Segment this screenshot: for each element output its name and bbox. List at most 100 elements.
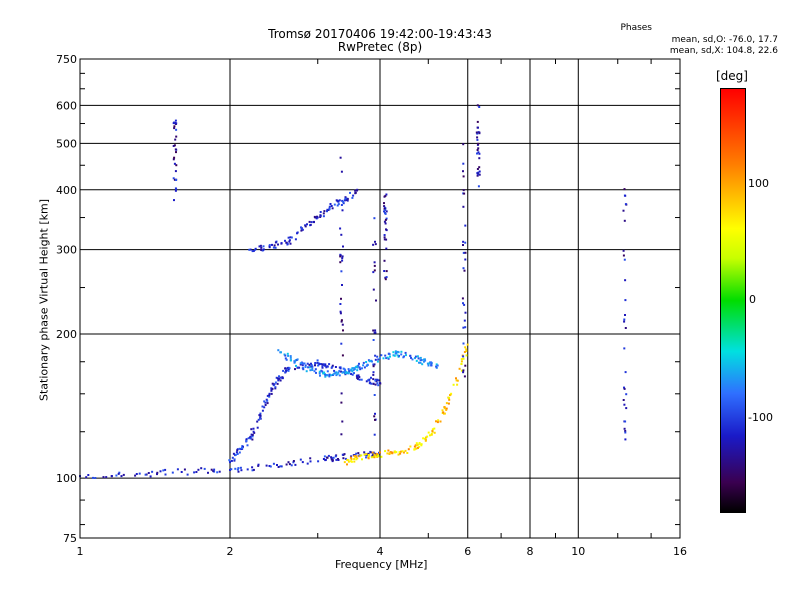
streak-point (383, 238, 386, 241)
colorbar-tick-minus-100: -100 (748, 411, 773, 424)
trace-texture-point (354, 456, 357, 459)
trace-point (350, 373, 353, 375)
streak-point (373, 415, 376, 418)
trace-texture-point (272, 246, 275, 249)
streak-point (462, 175, 465, 178)
trace-texture-point (370, 382, 373, 385)
trace-texture-point (328, 208, 331, 211)
streak-point (478, 170, 481, 173)
trace-texture-point (456, 383, 459, 386)
streak-point (623, 427, 626, 430)
streak-point (624, 420, 627, 423)
trace-texture-point (265, 464, 268, 467)
streak-point (624, 438, 627, 441)
colorbar-tick-0: 0 (749, 293, 756, 306)
trace-texture-point (380, 455, 383, 458)
streak-point (623, 403, 626, 406)
streak-point (624, 430, 627, 432)
streak-point (173, 127, 176, 130)
trace-texture-point (401, 450, 404, 453)
trace-texture-point (279, 379, 282, 382)
trace-texture-point (231, 456, 234, 459)
streak-point (476, 136, 479, 139)
trace-texture-point (402, 451, 405, 454)
trace-texture-point (176, 468, 179, 471)
streak-point (174, 189, 177, 192)
trace-texture-point (273, 244, 276, 247)
trace-texture-point (405, 354, 407, 357)
trace-texture-point (361, 458, 363, 461)
trace-texture-point (328, 375, 331, 378)
streak-point (372, 271, 375, 274)
streak-point (373, 217, 376, 220)
trace-texture-point (285, 241, 288, 244)
trace-texture-point (423, 358, 426, 361)
trace-texture-point (238, 451, 241, 454)
trace-texture-point (258, 245, 261, 248)
trace-texture-point (365, 454, 368, 457)
trace-texture-point (377, 455, 380, 458)
trace-texture-point (147, 472, 150, 474)
streak-point (476, 132, 479, 135)
streak-point (384, 211, 386, 214)
trace-texture-point (421, 363, 424, 366)
trace-texture-point (326, 210, 328, 213)
trace-texture-point (428, 362, 431, 365)
trace-texture-point (356, 189, 358, 192)
y-tick-label: 400 (56, 184, 77, 197)
trace-texture-point (286, 243, 289, 245)
trace-texture-point (251, 466, 254, 469)
trace-texture-point (430, 433, 433, 436)
trace-texture-point (368, 382, 371, 385)
streak-point (623, 219, 626, 222)
trace-texture-point (338, 370, 341, 373)
trace-texture-point (400, 350, 403, 353)
trace-texture-point (321, 366, 324, 369)
trace-texture-point (374, 455, 377, 458)
streak-point (339, 303, 342, 305)
trace-texture-point (318, 370, 321, 373)
streak-point (340, 297, 342, 300)
trace-texture-point (233, 458, 236, 461)
trace-texture-point (347, 371, 350, 374)
streak-point (383, 210, 385, 213)
trace-texture-point (270, 389, 273, 392)
streak-point (374, 412, 376, 415)
trace-texture-point (331, 207, 334, 210)
trace-texture-point (423, 437, 426, 440)
trace-point (229, 469, 231, 471)
trace-texture-point (415, 447, 418, 450)
trace-texture-point (300, 227, 303, 230)
trace-texture-point (352, 369, 355, 372)
streak-point (384, 209, 387, 211)
streak-point (623, 386, 625, 389)
trace-texture-point (411, 358, 414, 361)
trace-texture-point (333, 203, 336, 206)
trace-texture-point (265, 398, 268, 401)
streak-point (341, 284, 343, 286)
trace-texture-point (249, 437, 252, 440)
streak-point (476, 138, 479, 141)
trace-texture-point (318, 372, 321, 375)
trace-texture-point (311, 365, 314, 368)
trace-texture-point (396, 354, 399, 357)
trace-texture-point (235, 451, 238, 454)
trace-texture-point (418, 442, 421, 444)
trace-texture-point (234, 467, 237, 470)
trace-texture-point (387, 352, 390, 355)
trace-texture-point (234, 453, 237, 456)
trace-texture-point (287, 236, 290, 239)
trace-texture-point (377, 379, 380, 382)
trace-texture-point (326, 370, 329, 373)
trace-texture-point (228, 459, 231, 462)
streak-point (374, 331, 377, 334)
trace-texture-point (347, 459, 350, 462)
trace-texture-point (213, 468, 216, 471)
trace-texture-point (306, 362, 309, 365)
trace-texture-point (367, 452, 370, 455)
trace-texture-point (293, 361, 296, 364)
trace-texture-point (346, 463, 348, 466)
trace-texture-point (443, 406, 446, 409)
trace-texture-point (417, 357, 420, 360)
streak-point (624, 371, 627, 374)
